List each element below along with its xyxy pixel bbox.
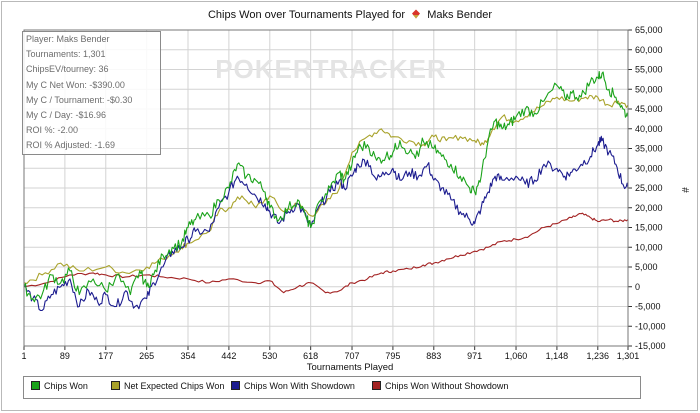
y-tick-label: 50,000 xyxy=(635,84,663,94)
legend-swatch-without-showdown xyxy=(372,381,381,390)
y-axis-label: # xyxy=(679,187,690,193)
legend-item-net-expected[interactable]: Net Expected Chips Won xyxy=(111,381,224,392)
watermark: POKERTRACKER xyxy=(215,54,447,84)
x-tick-label: 89 xyxy=(60,351,70,361)
chart-title-text: Chips Won over Tournaments Played for xyxy=(207,9,406,21)
legend-swatch-chips-won xyxy=(31,381,40,390)
x-tick-label: 971 xyxy=(467,351,482,361)
legend-label-net-expected: Net Expected Chips Won xyxy=(124,381,225,391)
y-tick-label: 40,000 xyxy=(635,124,663,134)
stat-per-day: My C / Day: -$16.96 xyxy=(26,109,107,120)
x-tick-label: 530 xyxy=(262,351,277,361)
x-tick-label: 1,148 xyxy=(546,351,569,361)
x-tick-label: 1,236 xyxy=(587,351,610,361)
y-tick-label: 10,000 xyxy=(635,242,663,252)
y-tick-label: -15,000 xyxy=(635,341,666,351)
chart-title: Chips Won over Tournaments Played for Ma… xyxy=(0,9,700,21)
stat-tournaments: Tournaments: 1,301 xyxy=(26,49,106,60)
legend-label-without-showdown: Chips Won Without Showdown xyxy=(385,381,509,391)
x-tick-label: 707 xyxy=(345,351,360,361)
y-tick-label: 30,000 xyxy=(635,163,663,173)
y-tick-label: 0 xyxy=(635,282,640,292)
legend-swatch-net-expected xyxy=(111,381,120,390)
player-name: Maks Bender xyxy=(427,9,493,21)
pokertracker-logo-icon xyxy=(412,9,421,19)
series-without-showdown xyxy=(23,212,629,294)
x-tick-label: 177 xyxy=(98,351,113,361)
x-tick-label: 795 xyxy=(385,351,400,361)
x-tick-label: 618 xyxy=(303,351,318,361)
stat-player: Player: Maks Bender xyxy=(26,34,110,44)
y-tick-label: -10,000 xyxy=(635,321,666,331)
plot-border xyxy=(23,29,629,347)
x-tick-label: 442 xyxy=(221,351,236,361)
y-tick-label: 60,000 xyxy=(635,45,663,55)
legend-item-without-showdown[interactable]: Chips Won Without Showdown xyxy=(372,381,508,392)
y-tick-label: -5,000 xyxy=(635,302,661,312)
y-tick-label: 55,000 xyxy=(635,65,663,75)
legend-item-chips-won[interactable]: Chips Won xyxy=(31,381,88,392)
legend-item-with-showdown[interactable]: Chips Won With Showdown xyxy=(231,381,355,392)
legend-label-with-showdown: Chips Won With Showdown xyxy=(244,381,355,391)
y-tick-label: 35,000 xyxy=(635,144,663,154)
legend-label-chips-won: Chips Won xyxy=(44,381,88,391)
series-with-showdown xyxy=(23,135,629,312)
x-tick-label: 1,060 xyxy=(505,351,528,361)
stats-panel: Player: Maks Bender Tournaments: 1,301 C… xyxy=(22,31,161,155)
stat-per-tournament: My C / Tournament: -$0.30 xyxy=(26,94,133,105)
x-tick-label: 354 xyxy=(180,351,195,361)
series-chips-won xyxy=(23,70,629,303)
y-tick-label: 5,000 xyxy=(635,262,658,272)
y-tick-label: 15,000 xyxy=(635,223,663,233)
axes: -15,000 -10,000 -5,000 0 5,000 10,000 15,000 20… xyxy=(21,25,665,361)
y-tick-label: 45,000 xyxy=(635,104,663,114)
x-tick-label: 1 xyxy=(21,351,26,361)
y-tick-label: 25,000 xyxy=(635,183,663,193)
stat-roi: ROI %: -2.00 xyxy=(26,125,79,136)
legend: Chips Won Net Expected Chips Won Chips W… xyxy=(23,376,641,399)
x-tick-label: 265 xyxy=(139,351,154,361)
legend-swatch-with-showdown xyxy=(231,381,240,390)
stat-net-won: My C Net Won: -$390.00 xyxy=(26,79,125,90)
x-axis-label: Tournaments Played xyxy=(307,362,394,373)
x-tick-label: 1,301 xyxy=(617,351,640,361)
y-tick-label: 65,000 xyxy=(635,25,663,35)
y-tick-label: 20,000 xyxy=(635,203,663,213)
stat-roi-adjusted: ROI % Adjusted: -1.69 xyxy=(26,140,116,151)
x-tick-label: 883 xyxy=(426,351,441,361)
series-lines xyxy=(23,70,629,312)
stat-chipsev: ChipsEV/tourney: 36 xyxy=(26,64,109,75)
